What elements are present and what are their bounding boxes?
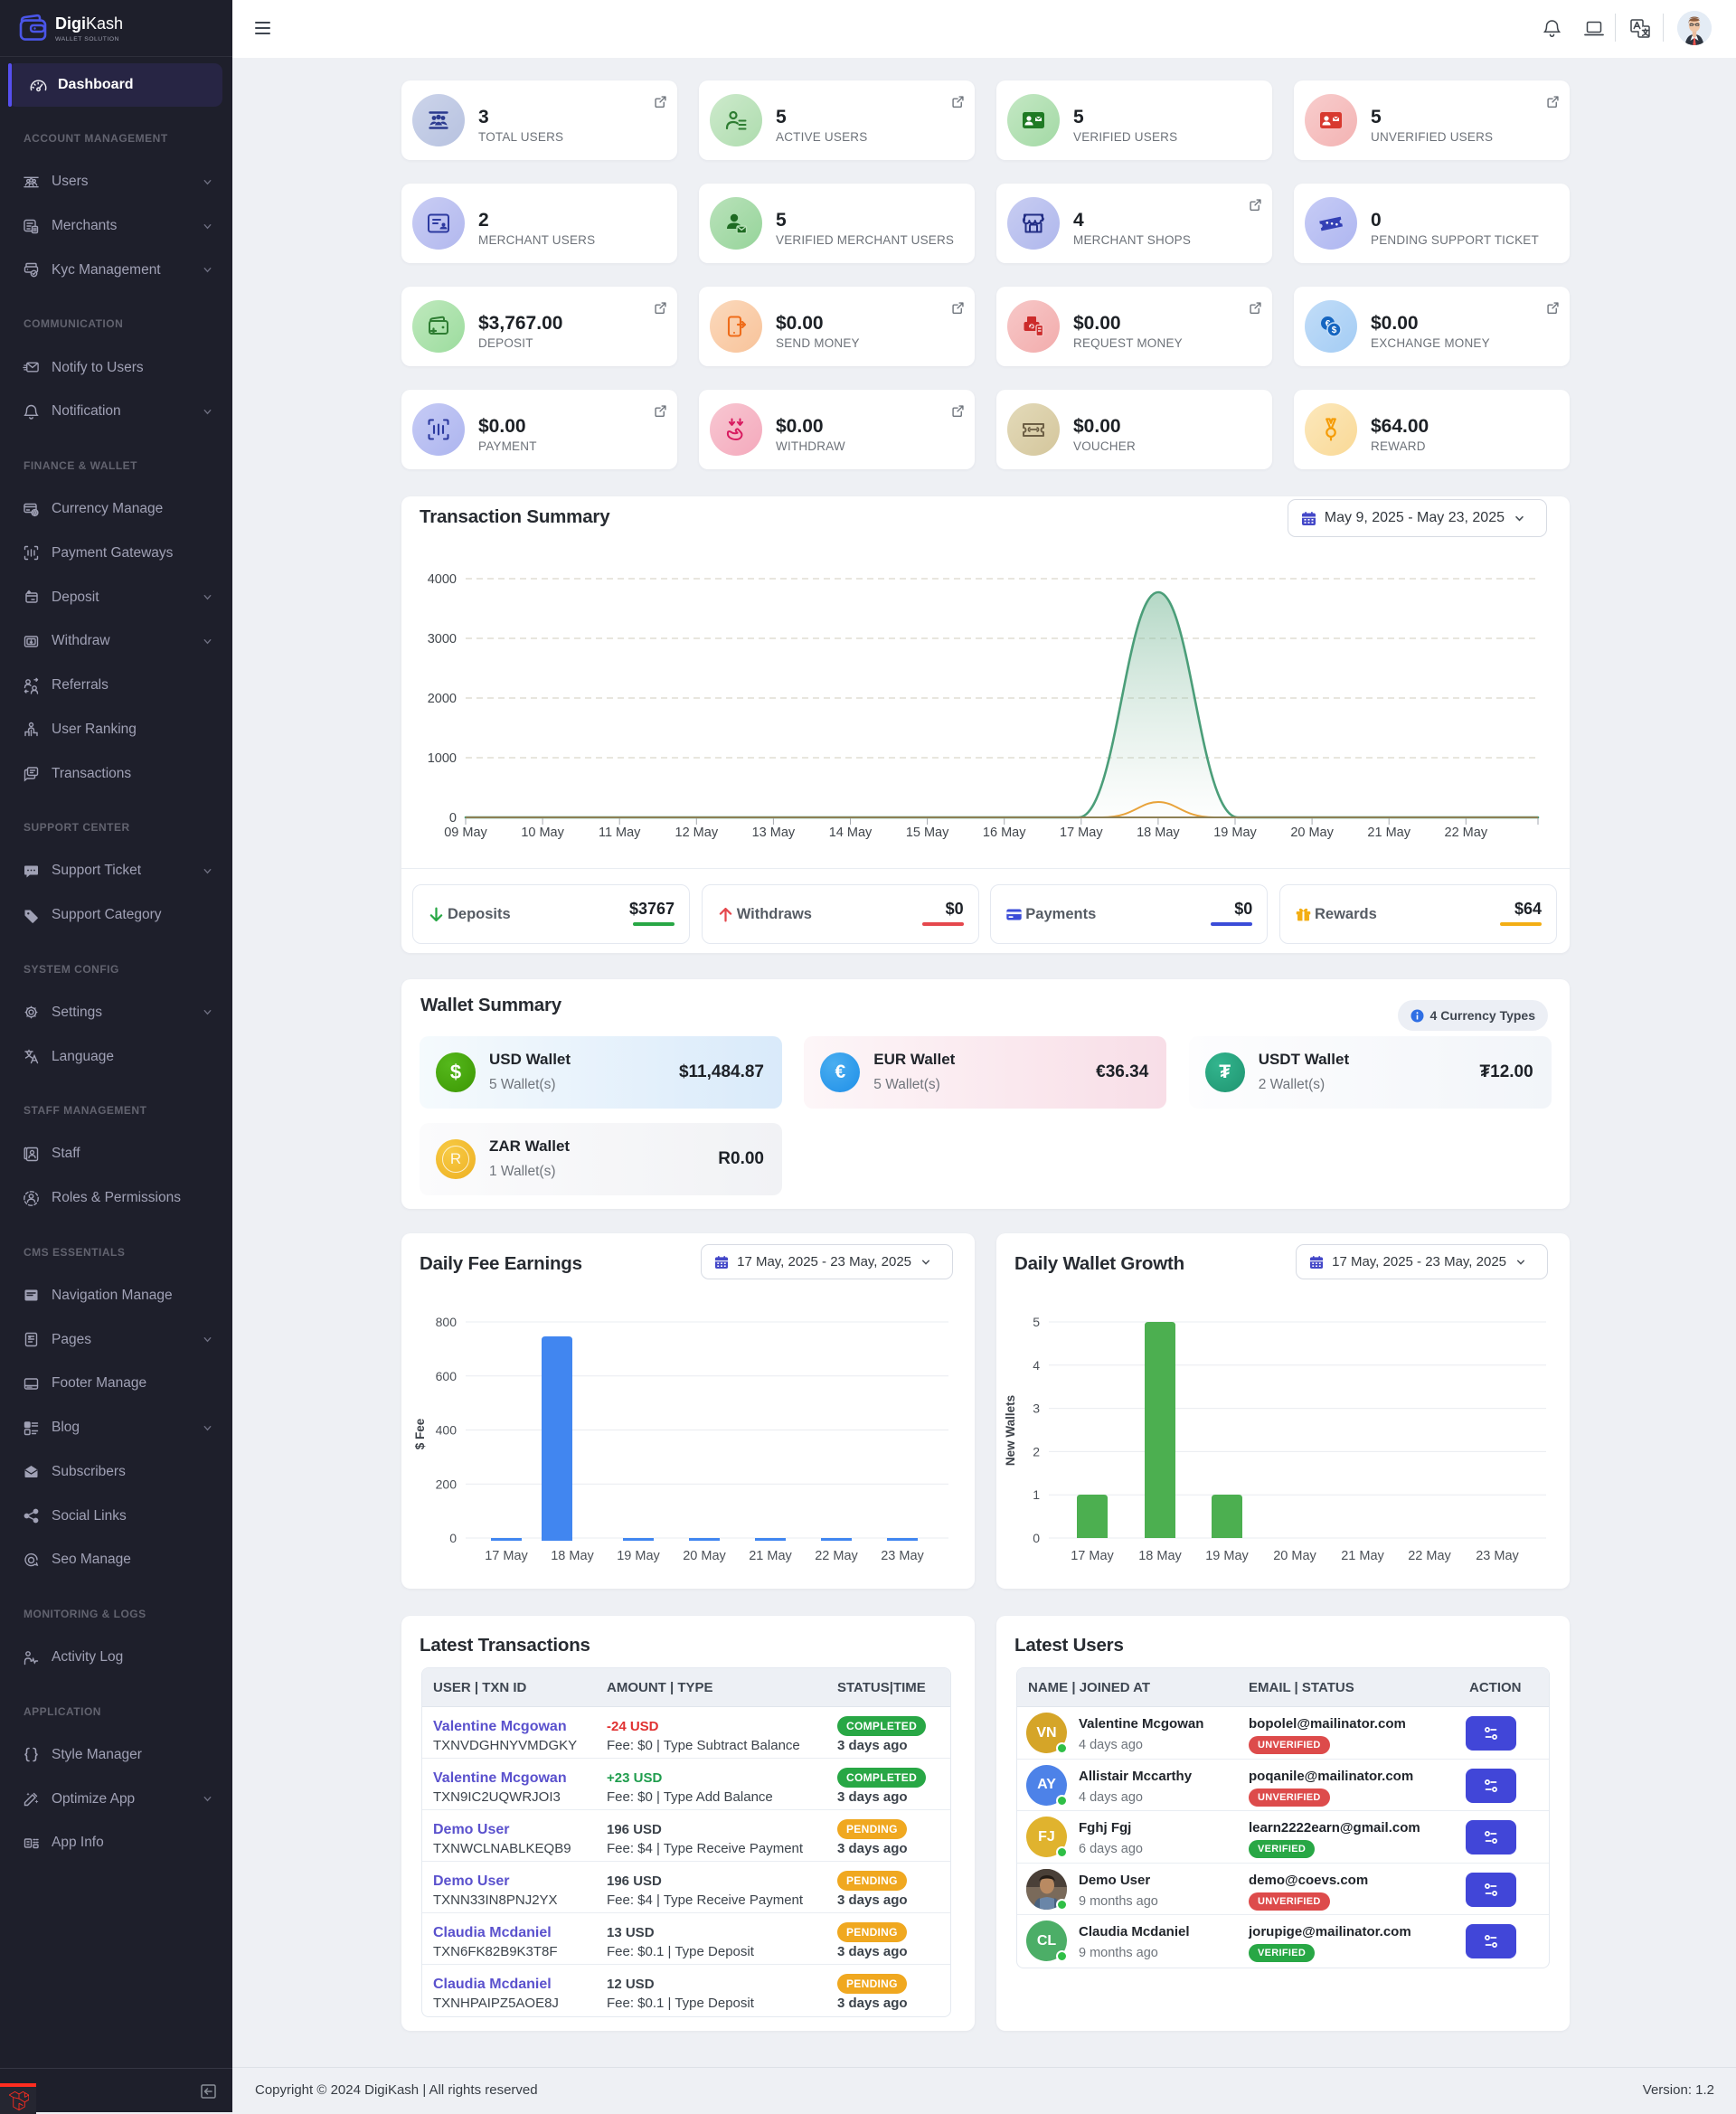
svg-text:11 May: 11 May bbox=[599, 826, 641, 840]
svg-text:15 May: 15 May bbox=[906, 826, 949, 840]
svg-text:20 May: 20 May bbox=[1273, 1549, 1316, 1563]
svg-text:12 May: 12 May bbox=[675, 826, 719, 840]
svg-text:3000: 3000 bbox=[428, 632, 457, 646]
svg-text:$: $ bbox=[1332, 326, 1337, 335]
svg-text:3: 3 bbox=[1033, 1401, 1040, 1416]
svg-text:0: 0 bbox=[1033, 1531, 1040, 1545]
svg-text:4: 4 bbox=[1033, 1358, 1040, 1373]
svg-text:2000: 2000 bbox=[428, 692, 457, 706]
svg-text:09 May: 09 May bbox=[444, 826, 487, 840]
svg-text:21 May: 21 May bbox=[1341, 1549, 1384, 1563]
svg-text:10 May: 10 May bbox=[521, 826, 564, 840]
svg-text:23 May: 23 May bbox=[881, 1549, 924, 1563]
svg-text:16 May: 16 May bbox=[983, 826, 1026, 840]
svg-text:13 May: 13 May bbox=[752, 826, 796, 840]
svg-text:22 May: 22 May bbox=[1408, 1549, 1451, 1563]
svg-text:20 May: 20 May bbox=[1290, 826, 1334, 840]
svg-text:17 May: 17 May bbox=[485, 1549, 528, 1563]
svg-text:2: 2 bbox=[1033, 1444, 1040, 1458]
svg-text:800: 800 bbox=[436, 1315, 458, 1329]
svg-text:19 May: 19 May bbox=[617, 1549, 660, 1563]
svg-text:€: € bbox=[1326, 319, 1331, 329]
svg-text:400: 400 bbox=[436, 1423, 458, 1438]
svg-text:1000: 1000 bbox=[428, 751, 457, 766]
svg-text:18 May: 18 May bbox=[551, 1549, 594, 1563]
svg-text:18 May: 18 May bbox=[1138, 1549, 1182, 1563]
svg-text:23 May: 23 May bbox=[1476, 1549, 1519, 1563]
svg-text:1: 1 bbox=[1033, 1487, 1040, 1502]
svg-text:New Wallets: New Wallets bbox=[1004, 1395, 1017, 1466]
svg-text:600: 600 bbox=[436, 1369, 458, 1383]
svg-text:0: 0 bbox=[449, 811, 457, 826]
svg-text:17 May: 17 May bbox=[1060, 826, 1103, 840]
svg-text:5: 5 bbox=[1033, 1315, 1040, 1329]
svg-text:4000: 4000 bbox=[428, 572, 457, 587]
svg-text:22 May: 22 May bbox=[1445, 826, 1488, 840]
svg-text:$ Fee: $ Fee bbox=[413, 1418, 427, 1449]
svg-text:17 May: 17 May bbox=[1071, 1549, 1114, 1563]
svg-text:19 May: 19 May bbox=[1213, 826, 1257, 840]
svg-text:0: 0 bbox=[449, 1531, 457, 1545]
svg-text:18 May: 18 May bbox=[1137, 826, 1180, 840]
svg-text:21 May: 21 May bbox=[1367, 826, 1410, 840]
svg-text:200: 200 bbox=[436, 1477, 458, 1491]
svg-text:22 May: 22 May bbox=[815, 1549, 858, 1563]
svg-text:20 May: 20 May bbox=[683, 1549, 726, 1563]
svg-text:21 May: 21 May bbox=[749, 1549, 792, 1563]
svg-text:19 May: 19 May bbox=[1205, 1549, 1249, 1563]
svg-text:14 May: 14 May bbox=[829, 826, 873, 840]
